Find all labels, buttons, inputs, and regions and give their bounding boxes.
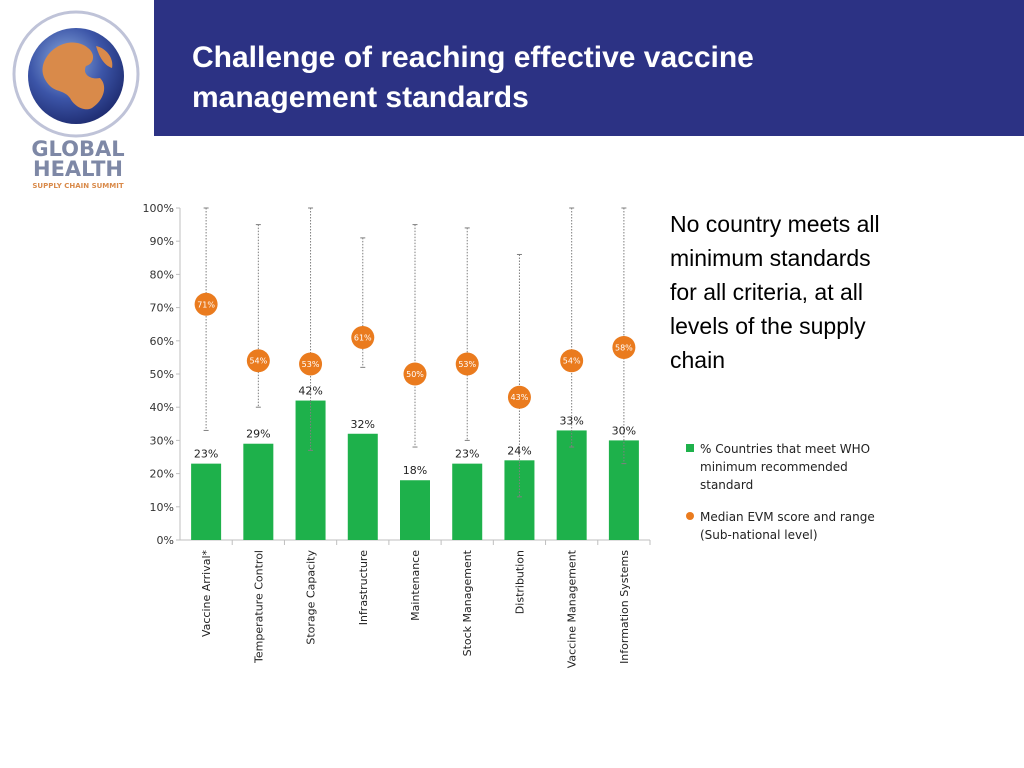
category-label: Temperature Control bbox=[252, 550, 265, 664]
bar bbox=[243, 443, 274, 540]
median-point bbox=[507, 385, 531, 409]
bar-value-label: 24% bbox=[507, 444, 531, 457]
legend-bar-swatch-icon bbox=[686, 444, 694, 452]
category-label: Infrastructure bbox=[357, 550, 370, 626]
median-point bbox=[455, 352, 479, 376]
legend-label-line: Median EVM score and range bbox=[700, 510, 875, 524]
title-bar: Challenge of reaching effective vaccine … bbox=[154, 0, 1024, 136]
category-label: Information Systems bbox=[618, 550, 631, 664]
median-point bbox=[299, 352, 323, 376]
median-value-label: 58% bbox=[615, 343, 633, 352]
median-value-label: 43% bbox=[511, 393, 529, 402]
bar-value-label: 23% bbox=[455, 448, 479, 461]
legend-label-line: minimum recommended bbox=[700, 460, 848, 474]
legend-item-median: Median EVM score and range (Sub-national… bbox=[686, 508, 896, 544]
bar bbox=[191, 463, 222, 540]
y-tick-label: 30% bbox=[150, 434, 174, 447]
bar-value-label: 33% bbox=[559, 414, 583, 427]
y-tick-label: 0% bbox=[157, 534, 174, 547]
slide-title-line: Challenge of reaching effective vaccine bbox=[192, 41, 754, 74]
logo-text: GLOBAL bbox=[31, 137, 124, 161]
median-value-label: 53% bbox=[302, 360, 320, 369]
y-tick-label: 90% bbox=[150, 235, 174, 248]
y-tick-label: 50% bbox=[150, 368, 174, 381]
median-point bbox=[246, 349, 270, 373]
slide-title-line: management standards bbox=[192, 81, 529, 114]
logo-text: HEALTH bbox=[33, 157, 123, 181]
side-note-line: levels of the supply bbox=[670, 313, 866, 339]
median-value-label: 54% bbox=[249, 357, 267, 366]
y-tick-label: 70% bbox=[150, 302, 174, 315]
y-tick-label: 40% bbox=[150, 401, 174, 414]
category-label: Vaccine Arrival* bbox=[200, 550, 213, 638]
category-label: Vaccine Management bbox=[566, 549, 579, 668]
side-note-line: minimum standards bbox=[670, 245, 871, 271]
side-note-line: No country meets all bbox=[670, 211, 880, 237]
bar-value-label: 18% bbox=[403, 464, 427, 477]
bar bbox=[400, 480, 430, 540]
bar-value-label: 29% bbox=[246, 428, 270, 441]
bar bbox=[295, 400, 326, 540]
continent-shape bbox=[96, 46, 113, 68]
legend-label-line: standard bbox=[700, 478, 754, 492]
median-value-label: 71% bbox=[197, 300, 215, 309]
y-tick-label: 80% bbox=[150, 268, 174, 281]
bar bbox=[556, 430, 587, 540]
legend-dot-swatch-icon bbox=[686, 512, 694, 520]
median-value-label: 50% bbox=[406, 370, 424, 379]
median-point bbox=[612, 335, 636, 359]
bar bbox=[347, 433, 378, 540]
side-note-line: chain bbox=[670, 347, 725, 373]
chart-legend: % Countries that meet WHO minimum recomm… bbox=[686, 440, 896, 558]
bar bbox=[452, 463, 483, 540]
category-label: Stock Management bbox=[461, 549, 474, 656]
slide-title: Challenge of reaching effective vaccine … bbox=[192, 38, 992, 118]
median-point bbox=[403, 362, 427, 386]
median-point bbox=[194, 292, 218, 316]
legend-label-line: % Countries that meet WHO bbox=[700, 442, 871, 456]
median-value-label: 61% bbox=[354, 333, 372, 342]
bar-value-label: 30% bbox=[612, 424, 636, 437]
y-tick-label: 20% bbox=[150, 468, 174, 481]
median-point bbox=[560, 349, 584, 373]
bar-value-label: 32% bbox=[351, 418, 375, 431]
side-note: No country meets all minimum standards f… bbox=[670, 207, 940, 377]
bar-value-label: 42% bbox=[298, 385, 322, 398]
side-note-line: for all criteria, at all bbox=[670, 279, 864, 305]
median-value-label: 54% bbox=[563, 357, 581, 366]
continent-shape bbox=[42, 42, 105, 110]
y-tick-label: 100% bbox=[143, 202, 174, 215]
bar bbox=[504, 460, 535, 540]
median-value-label: 53% bbox=[458, 360, 476, 369]
category-label: Distribution bbox=[513, 550, 526, 614]
category-label: Storage Capacity bbox=[305, 550, 318, 645]
bar-value-label: 23% bbox=[194, 448, 218, 461]
legend-label-line: (Sub-national level) bbox=[700, 528, 818, 542]
vaccine-standards-chart: 0% 10% 20% 30% 40% 50% 60% 70% 80% 90% 100% 23% 71% V… bbox=[143, 202, 651, 668]
logo-ring-icon bbox=[12, 10, 140, 138]
global-health-logo: GLOBAL HEALTH SUPPLY CHAIN SUMMIT bbox=[12, 10, 140, 190]
logo-text: SUPPLY CHAIN SUMMIT bbox=[32, 182, 123, 190]
y-tick-label: 60% bbox=[150, 335, 174, 348]
median-point bbox=[351, 325, 375, 349]
category-label: Maintenance bbox=[409, 550, 422, 621]
legend-item-bar: % Countries that meet WHO minimum recomm… bbox=[686, 440, 896, 494]
y-tick-label: 10% bbox=[150, 501, 174, 514]
